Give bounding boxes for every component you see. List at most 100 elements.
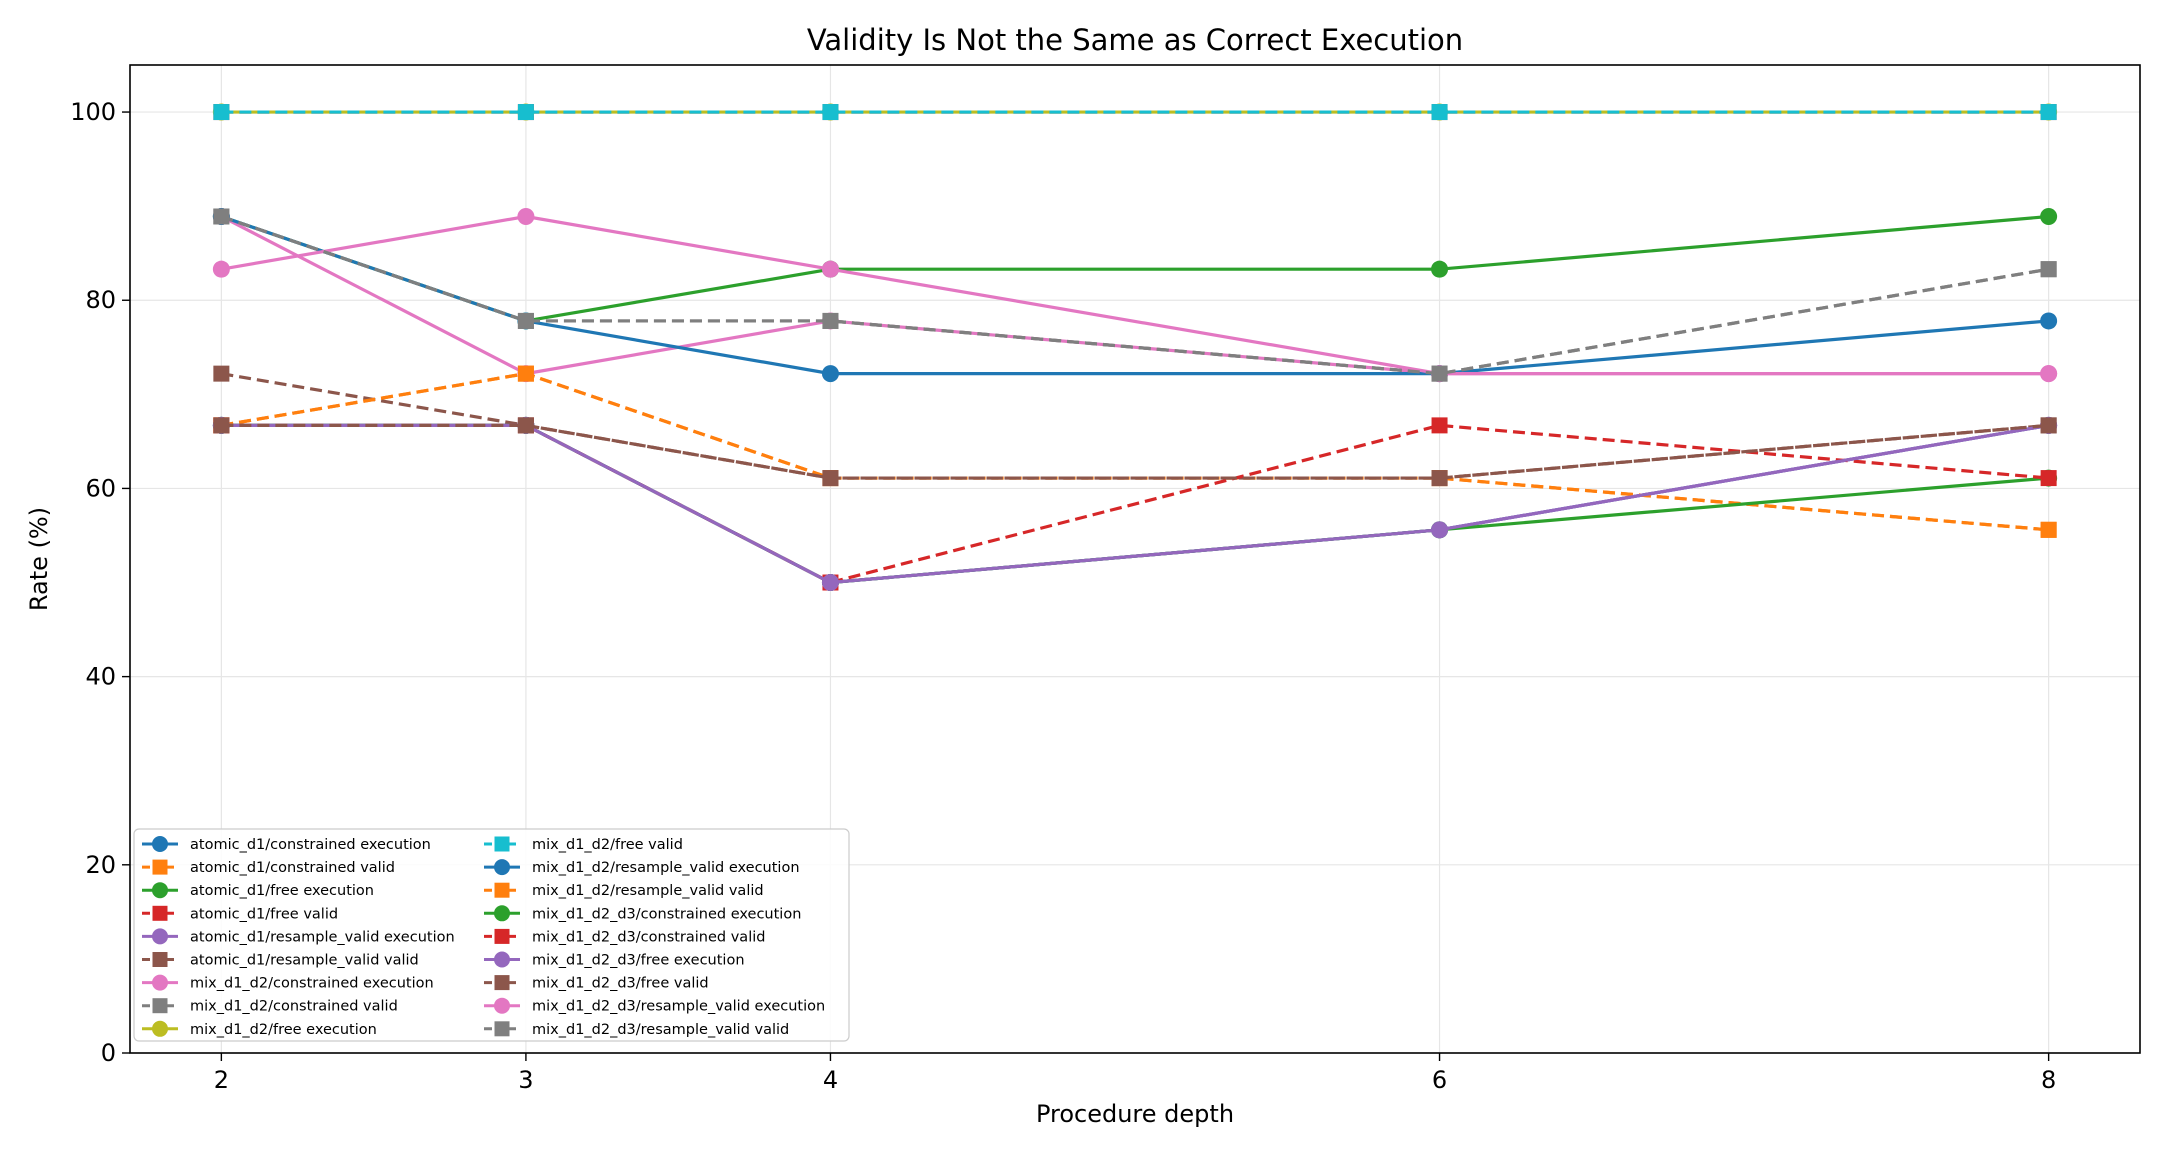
- legend-item-4: atomic_d1/free valid: [142, 905, 338, 922]
- legend-swatch-marker: [152, 859, 168, 875]
- legend-label: mix_d1_d2_d3/constrained valid: [532, 929, 765, 945]
- legend-label: atomic_d1/resample_valid valid: [190, 953, 419, 969]
- legend-item-11: mix_d1_d2/resample_valid execution: [484, 859, 800, 876]
- legend-swatch-marker: [494, 997, 510, 1014]
- data-point: [1431, 260, 1449, 278]
- data-point: [213, 365, 230, 382]
- legend-item-3: atomic_d1/free execution: [142, 882, 374, 899]
- legend-item-16: mix_d1_d2_d3/free valid: [484, 975, 709, 992]
- data-point: [1431, 470, 1448, 487]
- y-axis-label: Rate (%): [25, 507, 53, 611]
- legend-item-18: mix_d1_d2_d3/resample_valid valid: [484, 1021, 789, 1038]
- legend-swatch-marker: [152, 952, 168, 967]
- legend-label: mix_d1_d2_d3/resample_valid execution: [532, 999, 825, 1015]
- data-point: [822, 104, 839, 121]
- y-tick-label: 20: [85, 851, 116, 879]
- series-16: [213, 417, 2057, 487]
- legend-item-15: mix_d1_d2_d3/free execution: [484, 951, 745, 969]
- legend-swatch-marker: [494, 951, 510, 968]
- data-point: [517, 365, 534, 382]
- data-point: [2040, 312, 2058, 330]
- data-point: [212, 260, 230, 278]
- legend-swatch-marker: [494, 975, 510, 991]
- data-point: [517, 207, 535, 225]
- legend-swatch-marker: [494, 928, 510, 944]
- data-point: [213, 104, 230, 121]
- legend-label: atomic_d1/constrained execution: [190, 837, 431, 853]
- data-point: [821, 365, 839, 383]
- legend-label: mix_d1_d2/constrained valid: [190, 999, 398, 1015]
- legend-item-6: atomic_d1/resample_valid valid: [142, 952, 419, 969]
- series-18: [213, 208, 2057, 382]
- data-point: [1431, 521, 1449, 539]
- data-point: [213, 208, 230, 225]
- legend-item-17: mix_d1_d2_d3/resample_valid execution: [484, 997, 825, 1015]
- data-point: [2040, 417, 2057, 434]
- legend-label: mix_d1_d2_d3/free execution: [532, 953, 745, 969]
- legend-item-1: atomic_d1/constrained execution: [142, 836, 431, 853]
- data-point: [821, 574, 839, 592]
- chart-title: Validity Is Not the Same as Correct Exec…: [807, 23, 1463, 57]
- legend-item-5: atomic_d1/resample_valid execution: [142, 928, 455, 945]
- legend-label: mix_d1_d2/resample_valid valid: [532, 883, 764, 899]
- data-point: [517, 312, 534, 329]
- legend-item-14: mix_d1_d2_d3/constrained valid: [484, 928, 765, 945]
- legend-item-8: mix_d1_d2/constrained valid: [142, 998, 398, 1015]
- x-tick-label: 6: [1432, 1066, 1447, 1094]
- data-point: [213, 417, 230, 434]
- legend-item-13: mix_d1_d2_d3/constrained execution: [484, 905, 801, 922]
- legend-label: mix_d1_d2_d3/resample_valid valid: [532, 1022, 789, 1038]
- legend-swatch-marker: [152, 836, 168, 852]
- legend-item-9: mix_d1_d2/free execution: [142, 1020, 377, 1038]
- y-tick-label: 100: [70, 98, 116, 126]
- legend-label: atomic_d1/constrained valid: [190, 860, 395, 876]
- legend-label: atomic_d1/free valid: [190, 906, 338, 922]
- x-tick-label: 3: [518, 1066, 533, 1094]
- legend-item-2: atomic_d1/constrained valid: [142, 859, 395, 876]
- legend-label: atomic_d1/free execution: [190, 883, 374, 899]
- series-line: [220, 214, 2049, 376]
- data-point: [2040, 104, 2057, 121]
- data-point: [1431, 104, 1448, 121]
- y-tick-label: 40: [85, 663, 116, 691]
- data-point: [2040, 521, 2057, 538]
- y-tick-label: 0: [101, 1039, 116, 1067]
- legend-swatch-marker: [494, 882, 510, 898]
- x-tick-label: 2: [214, 1066, 229, 1094]
- legend-swatch-marker: [494, 1021, 510, 1037]
- legend-swatch-marker: [494, 905, 510, 922]
- data-point: [2040, 365, 2058, 383]
- legend-swatch-marker: [152, 1020, 168, 1037]
- legend-label: mix_d1_d2/free execution: [190, 1022, 377, 1038]
- legend-swatch-marker: [494, 859, 510, 876]
- x-tick-label: 4: [823, 1066, 838, 1094]
- legend-swatch-marker: [152, 905, 168, 921]
- legend-label: mix_d1_d2/resample_valid execution: [532, 860, 800, 876]
- series-layer: [212, 103, 2058, 592]
- legend-item-10: mix_d1_d2/free valid: [484, 836, 683, 853]
- y-tick-label: 80: [85, 286, 116, 314]
- legend-label: mix_d1_d2_d3/constrained execution: [532, 906, 801, 922]
- legend-swatch-marker: [152, 974, 168, 991]
- data-point: [2040, 207, 2058, 225]
- series-10: [213, 104, 2057, 121]
- legend-label: mix_d1_d2_d3/free valid: [532, 976, 709, 992]
- legend-item-7: mix_d1_d2/constrained execution: [142, 974, 434, 992]
- legend-swatch-marker: [152, 928, 168, 945]
- data-point: [517, 417, 534, 434]
- legend-swatch-marker: [152, 882, 168, 899]
- data-point: [1431, 417, 1448, 434]
- data-point: [2040, 470, 2057, 487]
- data-point: [822, 312, 839, 329]
- data-point: [1431, 365, 1448, 382]
- y-tick-label: 60: [85, 474, 116, 502]
- legend-item-12: mix_d1_d2/resample_valid valid: [484, 882, 764, 899]
- legend: atomic_d1/constrained execution atomic_d1…: [133, 828, 850, 1042]
- data-point: [2040, 261, 2057, 278]
- data-point: [822, 470, 839, 487]
- legend-swatch-marker: [152, 998, 168, 1014]
- legend-label: mix_d1_d2/free valid: [532, 837, 683, 853]
- x-axis-label: Procedure depth: [1036, 1100, 1234, 1128]
